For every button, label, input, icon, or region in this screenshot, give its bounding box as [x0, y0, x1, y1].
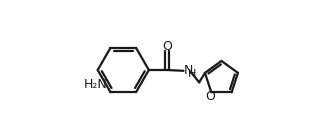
Text: N: N [184, 64, 193, 77]
Text: H₂N: H₂N [84, 78, 108, 91]
Text: H: H [188, 69, 196, 79]
Text: O: O [162, 40, 172, 53]
Text: O: O [205, 90, 215, 103]
